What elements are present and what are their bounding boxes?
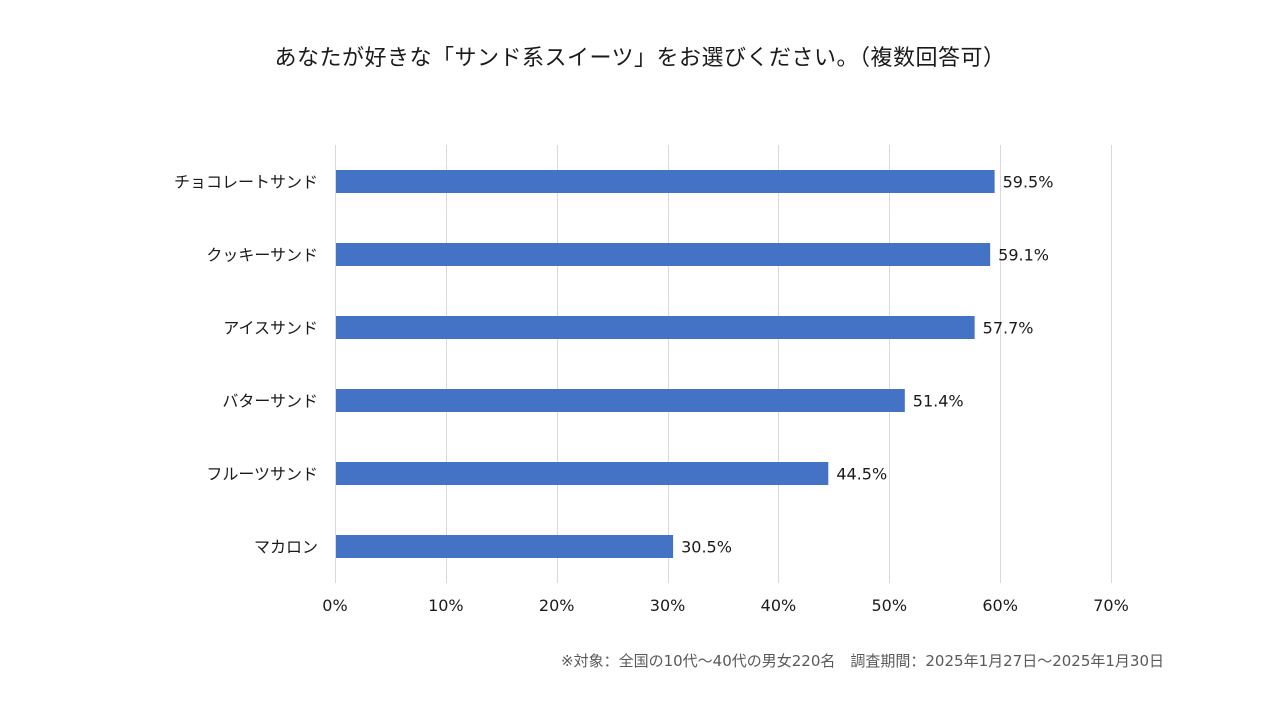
x-tick-label-4: 40% (761, 596, 797, 615)
bar-0 (336, 170, 995, 193)
data-label-3: 51.4% (913, 392, 964, 411)
chart-title: あなたが好きな「サンド系スイーツ」をお選びください。（複数回答可） (274, 46, 1006, 71)
x-tick-label-7: 70% (1093, 596, 1129, 615)
category-label-1: クッキーサンド (206, 246, 318, 265)
bar-4 (336, 462, 829, 485)
x-tick-label-0: 0% (322, 596, 347, 615)
x-tick-label-5: 50% (872, 596, 908, 615)
data-label-2: 57.7% (983, 319, 1034, 338)
bar-3 (336, 389, 905, 412)
x-tick-label-6: 60% (982, 596, 1018, 615)
category-label-5: マカロン (254, 538, 318, 557)
data-label-4: 44.5% (836, 465, 887, 484)
category-label-0: チョコレートサンド (174, 173, 318, 192)
data-label-5: 30.5% (681, 538, 732, 557)
survey-footnote: ※対象：全国の10代～40代の男女220名 調査期間：2025年1月27日～20… (561, 652, 1164, 670)
category-label-4: フルーツサンド (206, 465, 318, 484)
bar-2 (336, 316, 975, 339)
bar-1 (336, 243, 991, 266)
x-tick-label-2: 20% (539, 596, 575, 615)
x-tick-label-1: 10% (428, 596, 464, 615)
bar-5 (336, 535, 674, 558)
x-tick-label-3: 30% (650, 596, 686, 615)
category-label-3: バターサンド (222, 392, 318, 411)
category-label-2: アイスサンド (223, 319, 318, 338)
data-label-0: 59.5% (1003, 173, 1054, 192)
data-label-1: 59.1% (998, 246, 1049, 265)
